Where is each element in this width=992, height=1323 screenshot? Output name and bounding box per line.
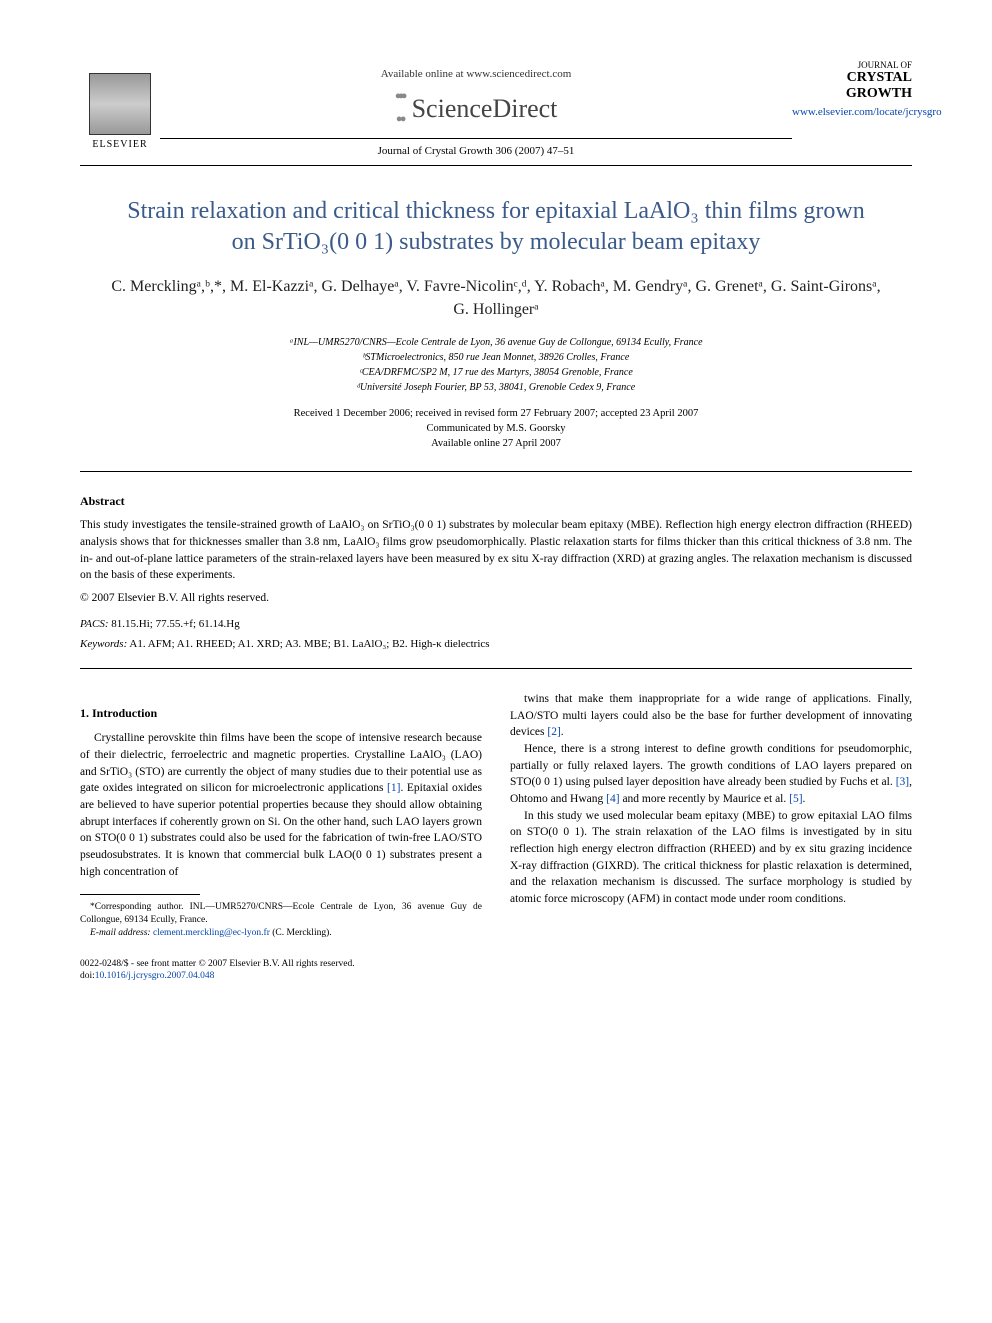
cite-5[interactable]: [5]	[789, 793, 802, 805]
journal-reference: Journal of Crystal Growth 306 (2007) 47–…	[160, 145, 792, 157]
email-tail: (C. Merckling).	[270, 928, 332, 938]
journal-name-small: JOURNAL OF	[792, 60, 912, 70]
article-title: Strain relaxation and critical thickness…	[120, 196, 872, 258]
doi-link[interactable]: 10.1016/j.jcrysgro.2007.04.048	[95, 971, 215, 981]
keywords-label: Keywords:	[80, 638, 127, 650]
footer-doi: doi:10.1016/j.jcrysgro.2007.04.048	[80, 970, 482, 982]
cite-1[interactable]: [1]	[387, 782, 400, 794]
pacs-label: PACS:	[80, 618, 109, 630]
elsevier-tree-icon	[89, 73, 151, 135]
affiliation-b: ᵇSTMicroelectronics, 850 rue Jean Monnet…	[80, 350, 912, 365]
footnote-email: E-mail address: clement.merckling@ec-lyo…	[80, 927, 482, 940]
abstract-heading: Abstract	[80, 494, 912, 509]
abstract-bottom-rule	[80, 668, 912, 669]
elsevier-text: ELSEVIER	[92, 139, 147, 150]
journal-logo: JOURNAL OF CRYSTAL GROWTH www.elsevier.c…	[792, 60, 912, 118]
pacs-line: PACS: 81.15.Hi; 77.55.+f; 61.14.Hg	[80, 618, 912, 630]
email-label: E-mail address:	[90, 928, 151, 938]
cite-2[interactable]: [2]	[547, 726, 560, 738]
sciencedirect-logo: •••• • ScienceDirect	[160, 86, 792, 132]
copyright: © 2007 Elsevier B.V. All rights reserved…	[80, 592, 912, 604]
journal-name-big: CRYSTAL GROWTH	[792, 70, 912, 102]
affiliation-d: ᵈUniversité Joseph Fourier, BP 53, 38041…	[80, 380, 912, 395]
footnote-separator	[80, 894, 200, 895]
affiliation-c: ᶜCEA/DRFMC/SP2 M, 17 rue des Martyrs, 38…	[80, 365, 912, 380]
column-left: 1. Introduction Crystalline perovskite t…	[80, 691, 482, 983]
header-rule-bottom	[80, 165, 912, 166]
intro-p2: twins that make them inappropriate for a…	[510, 691, 912, 741]
available-online: Available online at www.sciencedirect.co…	[160, 68, 792, 80]
sciencedirect-text: ScienceDirect	[412, 94, 558, 124]
cite-3[interactable]: [3]	[896, 776, 909, 788]
header-row: ELSEVIER Available online at www.science…	[80, 60, 912, 157]
cite-4[interactable]: [4]	[606, 793, 619, 805]
abstract-top-rule	[80, 471, 912, 472]
article-dates: Received 1 December 2006; received in re…	[80, 407, 912, 451]
page: ELSEVIER Available online at www.science…	[0, 0, 992, 1022]
footnote-corresponding: *Corresponding author. INL—UMR5270/CNRS—…	[80, 901, 482, 927]
elsevier-logo: ELSEVIER	[80, 60, 160, 150]
abstract-body: This study investigates the tensile-stra…	[80, 517, 912, 584]
date-communicated: Communicated by M.S. Goorsky	[80, 422, 912, 437]
footer-front-matter: 0022-0248/$ - see front matter © 2007 El…	[80, 958, 482, 970]
keywords-line: Keywords: A1. AFM; A1. RHEED; A1. XRD; A…	[80, 638, 912, 650]
sciencedirect-icon: •••• •	[395, 86, 404, 132]
body-columns: 1. Introduction Crystalline perovskite t…	[80, 691, 912, 983]
intro-p4: In this study we used molecular beam epi…	[510, 808, 912, 908]
intro-heading: 1. Introduction	[80, 705, 482, 722]
journal-link[interactable]: www.elsevier.com/locate/jcrysgro	[792, 106, 912, 118]
email-address[interactable]: clement.merckling@ec-lyon.fr	[151, 928, 270, 938]
affiliation-a: ᵃINL—UMR5270/CNRS—Ecole Centrale de Lyon…	[80, 335, 912, 350]
column-right: twins that make them inappropriate for a…	[510, 691, 912, 983]
pacs-value: 81.15.Hi; 77.55.+f; 61.14.Hg	[109, 618, 240, 630]
date-received: Received 1 December 2006; received in re…	[80, 407, 912, 422]
header-rule-top	[160, 138, 792, 139]
intro-p1: Crystalline perovskite thin films have b…	[80, 730, 482, 880]
page-footer: 0022-0248/$ - see front matter © 2007 El…	[80, 958, 482, 983]
affiliations: ᵃINL—UMR5270/CNRS—Ecole Centrale de Lyon…	[80, 335, 912, 395]
keywords-value: A1. AFM; A1. RHEED; A1. XRD; A3. MBE; B1…	[127, 638, 489, 650]
center-header: Available online at www.sciencedirect.co…	[160, 60, 792, 157]
date-available: Available online 27 April 2007	[80, 437, 912, 452]
authors: C. Mercklingᵃ,ᵇ,*, M. El-Kazziᵃ, G. Delh…	[110, 276, 882, 321]
intro-p3: Hence, there is a strong interest to def…	[510, 741, 912, 808]
